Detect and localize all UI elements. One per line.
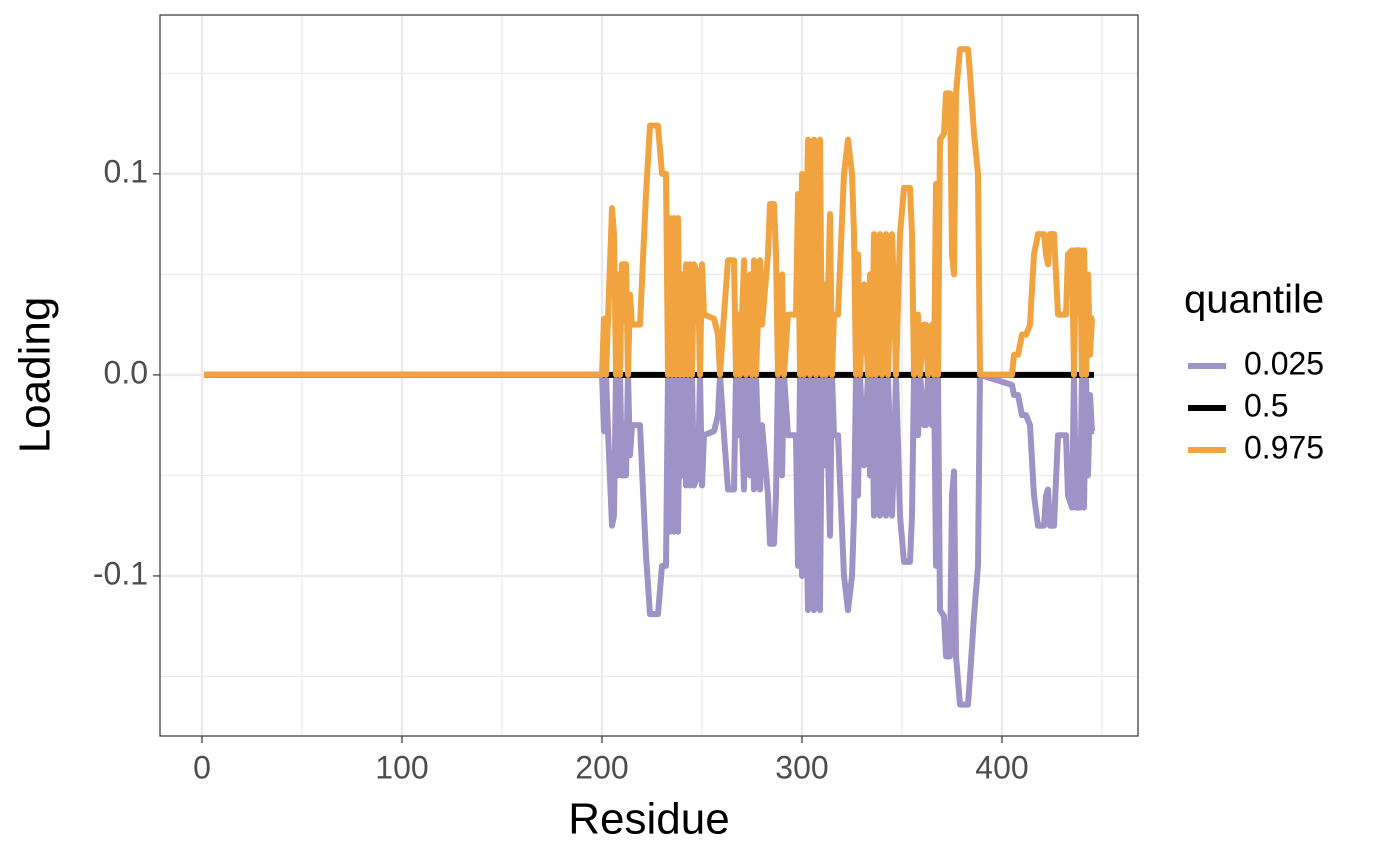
legend: 0.025 0.5 0.975: [1188, 345, 1324, 465]
x-tick-label: 200: [575, 749, 628, 785]
legend-label: 0.025: [1244, 345, 1324, 381]
legend-label: 0.5: [1244, 387, 1288, 423]
y-axis-title: Loading: [11, 297, 60, 454]
plot-border: [159, 14, 1139, 737]
legend-title: quantile: [1184, 278, 1324, 322]
x-tick-label: 100: [375, 749, 428, 785]
x-tick-label: 400: [975, 749, 1028, 785]
lines: [204, 46, 1095, 708]
legend-label: 0.975: [1244, 429, 1324, 465]
y-tick-label: 0.0: [104, 354, 148, 390]
x-tick-label: 300: [775, 749, 828, 785]
y-tick-label: 0.1: [104, 153, 148, 189]
x-axis-title: Residue: [568, 795, 729, 844]
x-tick-label: 0: [193, 749, 211, 785]
series-line: [204, 371, 1095, 708]
series-line: [204, 46, 1095, 378]
axes: 0 100 200 300 400 -0.1 0.0 0.1: [93, 153, 1029, 785]
y-tick-label: -0.1: [93, 555, 148, 591]
